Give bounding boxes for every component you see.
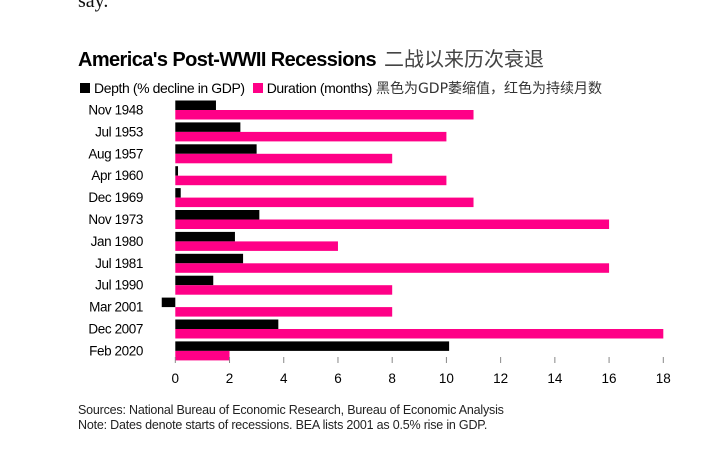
x-tick-label: 10: [439, 371, 454, 386]
chart-legend: Depth (% decline in GDP) Duration (month…: [80, 78, 610, 98]
bar-duration: [175, 219, 610, 229]
legend-swatch-duration: [252, 83, 263, 93]
chart-footer: Sources: National Bureau of Economic Res…: [78, 403, 504, 433]
category-label: Dec 1969: [88, 190, 143, 205]
bar-duration: [175, 350, 230, 361]
x-tick-label: 14: [547, 371, 563, 386]
bar-depth: [175, 122, 241, 132]
chart-title-zh: 二战以来历次衰退: [383, 47, 544, 71]
legend-label-depth: Depth (% decline in GDP): [94, 80, 245, 96]
category-label: Feb 2020: [89, 343, 143, 358]
bar-duration: [175, 285, 393, 295]
legend-label-duration: Duration (months): [266, 80, 373, 96]
x-tick-label: 4: [280, 371, 288, 386]
lead-text-fragment: say.: [78, 0, 109, 12]
bar-depth: [175, 188, 181, 198]
bar-duration: [175, 241, 338, 251]
category-label: Nov 1948: [88, 103, 143, 118]
category-label: Dec 2007: [88, 322, 143, 337]
bar-depth: [175, 144, 257, 154]
x-tick-label: 8: [388, 371, 396, 386]
chart-title: America's Post-WWII Recessions 二战以来历次衰退: [78, 43, 544, 72]
chart-title-en: America's Post-WWII Recessions: [78, 49, 377, 71]
bar-depth: [175, 253, 244, 264]
bar-depth: [175, 210, 260, 220]
sources-text: Sources: National Bureau of Economic Res…: [78, 403, 504, 417]
category-label: Mar 2001: [89, 300, 143, 315]
category-label: Apr 1960: [91, 168, 143, 183]
bar-depth: [175, 275, 214, 286]
bar-duration: [175, 307, 393, 317]
category-label: Jan 1980: [91, 234, 143, 249]
bar-duration: [175, 263, 610, 273]
x-tick-label: 2: [226, 371, 234, 386]
x-tick-label: 16: [602, 371, 617, 386]
legend-note-zh: 黑色为GDP萎缩值，红色为持续月数: [375, 81, 603, 97]
bar-depth: [175, 100, 216, 110]
bar-duration: [175, 131, 447, 142]
bar-duration: [175, 175, 447, 186]
bar-depth: [175, 341, 450, 351]
note-text: Note: Dates denote starts of recessions.…: [78, 418, 488, 432]
category-label: Jul 1953: [95, 124, 143, 139]
bar-depth: [175, 231, 235, 242]
legend-item-duration: Duration (months) 黑色为GDP萎缩值，红色为持续月数: [252, 78, 603, 98]
bar-depth: [175, 319, 279, 329]
x-tick-label: 6: [334, 371, 342, 386]
bar-chart: Nov 1948 Jul 1953 Aug 1957 Apr 1960 Dec 1969…: [88, 100, 671, 386]
legend-item-depth: Depth (% decline in GDP): [80, 80, 245, 96]
bar-duration: [175, 110, 474, 120]
bar-duration: [175, 153, 393, 164]
bar-depth: [175, 166, 179, 176]
x-tick-label: 18: [656, 371, 671, 386]
category-label: Jul 1981: [95, 256, 143, 271]
x-tick-label: 0: [172, 371, 180, 386]
bar-depth: [161, 297, 176, 308]
bar-duration: [175, 197, 474, 208]
category-label: Aug 1957: [88, 146, 143, 161]
x-tick-label: 12: [493, 371, 508, 386]
category-label: Jul 1990: [95, 278, 143, 293]
legend-swatch-depth: [80, 83, 90, 93]
category-label: Nov 1973: [88, 212, 143, 227]
bar-duration: [175, 329, 664, 339]
